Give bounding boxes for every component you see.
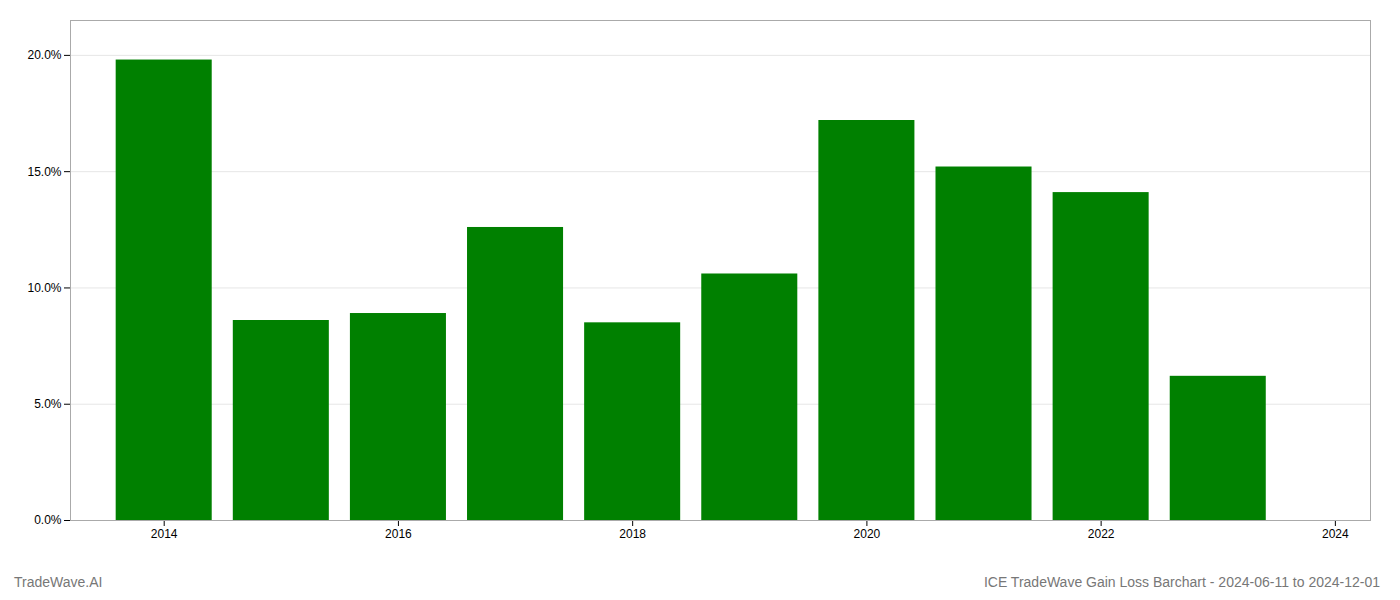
svg-text:5.0%: 5.0% xyxy=(34,397,62,411)
svg-text:2024: 2024 xyxy=(1322,527,1349,541)
svg-text:0.0%: 0.0% xyxy=(34,513,62,527)
svg-text:2020: 2020 xyxy=(854,527,881,541)
svg-text:2022: 2022 xyxy=(1088,527,1115,541)
svg-text:10.0%: 10.0% xyxy=(27,281,61,295)
svg-text:2016: 2016 xyxy=(385,527,412,541)
svg-text:2018: 2018 xyxy=(619,527,646,541)
svg-text:15.0%: 15.0% xyxy=(27,165,61,179)
svg-text:2014: 2014 xyxy=(151,527,178,541)
svg-text:20.0%: 20.0% xyxy=(27,48,61,62)
html-text:ICE TradeWave Gain Loss Barcha: ICE TradeWave Gain Loss Barchart - 2024-… xyxy=(983,574,1380,590)
html-text:TradeWave.AI: TradeWave.AI xyxy=(14,574,103,590)
